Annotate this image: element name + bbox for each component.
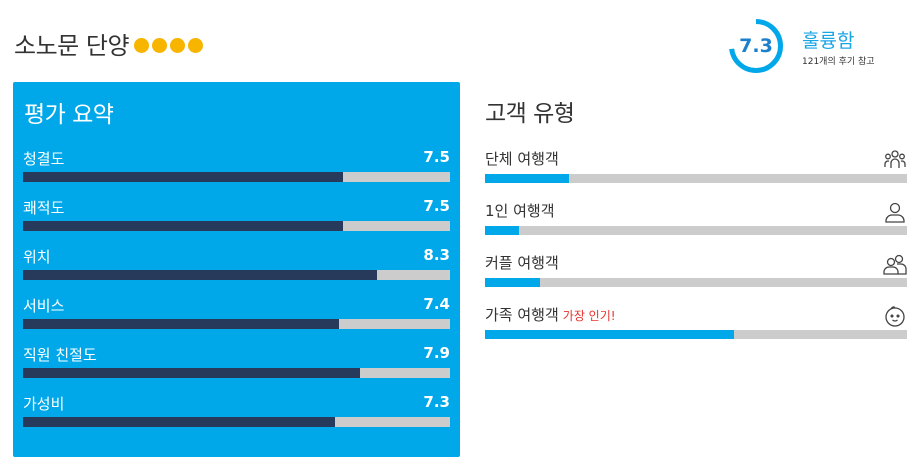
family-baby-icon <box>883 304 907 328</box>
metric-bar-fill <box>23 417 335 427</box>
summary-title: 평가 요약 <box>24 102 114 128</box>
metric-bar-fill <box>23 270 378 280</box>
customer-type-bar-fill <box>485 330 734 339</box>
metric-bar-fill <box>23 172 344 182</box>
customer-type-label: 가족 여행객 <box>485 306 559 324</box>
most-popular-badge: 가장 인기! <box>562 309 616 323</box>
score-arc <box>729 19 783 73</box>
customer-type-row: 가족 여행객 가장 인기! <box>485 304 907 344</box>
hotel-name: 소노문 단양 <box>14 32 130 60</box>
customer-type-label: 커플 여행객 <box>485 254 559 272</box>
score-text: 훌륭함 121개의 후기 참고 <box>802 26 875 67</box>
metric-row: 가성비 7.3 <box>23 393 450 433</box>
metric-label: 직원 친절도 <box>23 346 97 364</box>
overall-score: 7.3 훌륭함 121개의 후기 참고 <box>728 18 875 74</box>
customer-type-label-wrap: 가족 여행객 가장 인기! <box>485 304 616 325</box>
score-ring: 7.3 <box>728 18 784 74</box>
group-icon <box>883 148 907 172</box>
metric-row: 직원 친절도 7.9 <box>23 344 450 384</box>
score-label: 훌륭함 <box>802 30 855 52</box>
metric-value: 7.5 <box>423 148 450 166</box>
star-rating <box>134 38 206 53</box>
score-value: 7.3 <box>739 35 773 57</box>
metric-bar-track <box>23 417 450 427</box>
metric-bar-fill <box>23 319 339 329</box>
metric-value: 7.9 <box>423 344 450 362</box>
customer-type-row: 1인 여행객 <box>485 200 907 240</box>
metric-label: 쾌적도 <box>23 199 65 217</box>
star-dot-icon <box>188 38 204 53</box>
metric-bar-track <box>23 221 450 231</box>
metric-bar-track <box>23 172 450 182</box>
customer-type-label-wrap: 단체 여행객 <box>485 148 559 169</box>
metric-bar-track <box>23 319 450 329</box>
hotel-title-row: 소노문 단양 <box>14 26 206 61</box>
metric-value: 7.3 <box>423 393 450 411</box>
review-count: 121개의 후기 참고 <box>802 57 875 67</box>
metric-row: 쾌적도 7.5 <box>23 197 450 237</box>
metric-value: 7.4 <box>423 295 450 313</box>
rating-summary-panel: 평가 요약 청결도 7.5 쾌적도 7.5 위치 8.3 서비스 7.4 직원 친절도 7.9 가성… <box>13 82 460 457</box>
customer-type-row: 단체 여행객 <box>485 148 907 188</box>
star-dot-icon <box>152 38 168 53</box>
metric-label: 서비스 <box>23 297 65 315</box>
customer-type-bar-track <box>485 330 907 339</box>
customer-type-label-wrap: 커플 여행객 <box>485 252 559 273</box>
customer-type-label: 단체 여행객 <box>485 150 559 168</box>
customer-type-bar-fill <box>485 278 540 287</box>
customer-type-bar-fill <box>485 226 519 235</box>
customer-type-title: 고객 유형 <box>485 101 575 127</box>
metric-row: 청결도 7.5 <box>23 148 450 188</box>
metric-row: 위치 8.3 <box>23 246 450 286</box>
single-person-icon <box>883 200 907 224</box>
metric-bar-track <box>23 368 450 378</box>
metric-label: 위치 <box>23 248 51 266</box>
star-dot-icon <box>170 38 186 53</box>
couple-icon <box>883 252 907 276</box>
customer-type-bar-track <box>485 226 907 235</box>
customer-type-row: 커플 여행객 <box>485 252 907 292</box>
metric-value: 8.3 <box>423 246 450 264</box>
customer-type-label-wrap: 1인 여행객 <box>485 200 555 221</box>
metric-bar-fill <box>23 221 344 231</box>
star-dot-icon <box>134 38 150 53</box>
customer-type-bar-track <box>485 278 907 287</box>
metric-value: 7.5 <box>423 197 450 215</box>
customer-type-label: 1인 여행객 <box>485 202 555 220</box>
metric-bar-track <box>23 270 450 280</box>
customer-type-bar-fill <box>485 174 570 183</box>
metric-row: 서비스 7.4 <box>23 295 450 335</box>
score-ring-graphic <box>729 19 783 73</box>
metric-label: 가성비 <box>23 395 65 413</box>
metric-bar-fill <box>23 368 361 378</box>
customer-type-bar-track <box>485 174 907 183</box>
metric-label: 청결도 <box>23 150 65 168</box>
